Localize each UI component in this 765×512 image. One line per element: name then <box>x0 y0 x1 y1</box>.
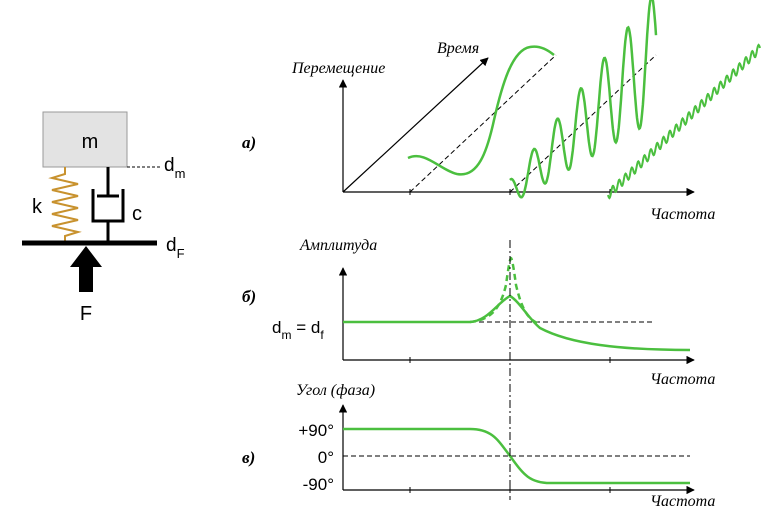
force-arrow <box>70 246 102 292</box>
panel-a-baseline-low <box>409 54 557 193</box>
panel-c-y-label: Угол (фаза) <box>296 382 375 399</box>
panel-c-tick-minus90: -90° <box>303 475 334 494</box>
panel-a-baseline-res <box>509 54 657 193</box>
panel-a-time-axis <box>342 57 489 193</box>
mass-label: m <box>82 131 99 153</box>
panel-a-x-label: Частота <box>650 206 715 223</box>
damper-label: c <box>132 203 142 225</box>
panel-c-tick-zero: 0° <box>318 448 334 467</box>
panel-b: б) Амплитуда Частота dm = df <box>242 237 715 388</box>
panel-c-tick-plus90: +90° <box>298 421 334 440</box>
panel-b-equality-label: dm = df <box>272 318 324 342</box>
panel-c-x-label: Частота <box>650 493 715 510</box>
mass-block <box>42 111 128 168</box>
panel-a-tag: а) <box>242 133 256 152</box>
panel-c-tag: в) <box>242 448 255 467</box>
damper <box>91 167 125 242</box>
panel-a-resonance-wave <box>509 0 658 199</box>
mass-displacement-label: dm <box>164 155 185 181</box>
force-label: F <box>80 303 92 325</box>
panel-a-y-label: Перемещение <box>291 60 385 77</box>
panel-a: а) Перемещение Время Частота <box>242 0 761 223</box>
base-displacement-label: dF <box>166 235 185 261</box>
panel-a-high-frequency-wave <box>607 43 761 200</box>
panel-b-y-label: Амплитуда <box>299 237 377 254</box>
spring <box>48 167 82 242</box>
panel-b-peak-dashed <box>469 256 541 326</box>
panel-b-tag: б) <box>242 287 256 306</box>
panel-a-time-label: Время <box>437 40 479 57</box>
panel-b-amplitude-curve <box>343 294 691 352</box>
panel-b-x-label: Частота <box>650 371 715 388</box>
panel-a-low-frequency-wave <box>407 45 555 176</box>
spring-label: k <box>32 196 43 218</box>
panel-c: в) Угол (фаза) Частота +90° 0° -90° <box>242 382 715 510</box>
mass-spring-damper-model: m k c dm dF F <box>22 111 185 325</box>
